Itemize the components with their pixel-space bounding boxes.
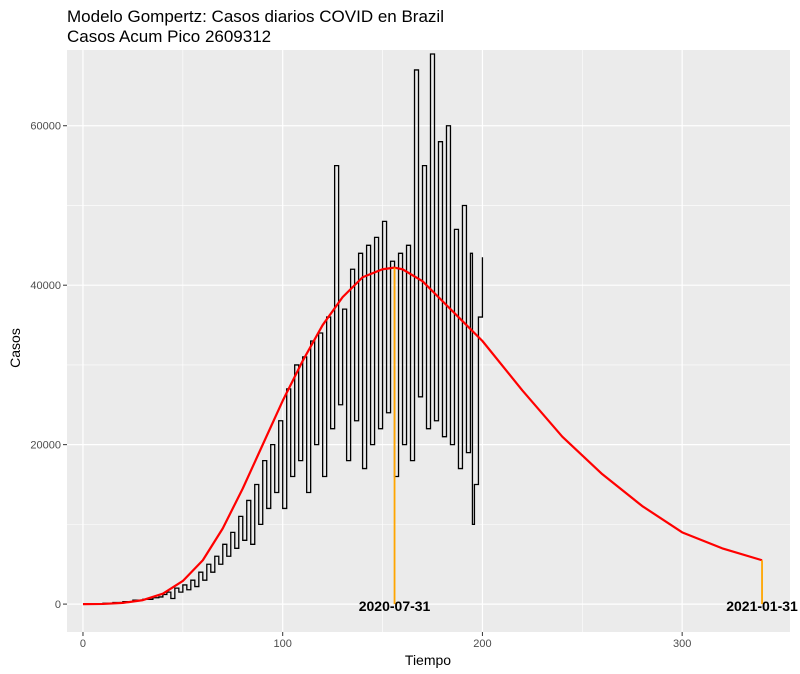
plot-panel [67, 50, 790, 632]
major-gridlines [67, 50, 790, 632]
annotation-layer: 2020-07-31 2021-01-31 [359, 267, 798, 614]
date-annotation-label: 2021-01-31 [726, 598, 798, 614]
daily-cases-step-line [84, 53, 484, 605]
gompertz-fit-line [82, 266, 763, 606]
x-axis-ticks: 0 100 200 300 [80, 632, 691, 650]
x-tick-label: 300 [673, 638, 691, 650]
y-tick-label: 40000 [30, 280, 61, 292]
y-tick-label: 0 [55, 599, 61, 611]
x-tick-label: 0 [80, 638, 86, 650]
x-tick-label: 200 [473, 638, 491, 650]
y-axis-ticks: 0 20000 40000 60000 [30, 121, 67, 611]
series-layer [82, 53, 763, 606]
chart-title: Modelo Gompertz: Casos diarios COVID en … [67, 7, 444, 26]
chart-subtitle: Casos Acum Pico 2609312 [67, 27, 272, 46]
x-tick-label: 100 [274, 638, 292, 650]
y-axis-title: Casos [7, 328, 23, 368]
y-tick-label: 20000 [30, 440, 61, 452]
date-annotation-label: 2020-07-31 [359, 598, 431, 614]
x-axis-title: Tiempo [405, 652, 451, 668]
y-tick-label: 60000 [30, 121, 61, 133]
